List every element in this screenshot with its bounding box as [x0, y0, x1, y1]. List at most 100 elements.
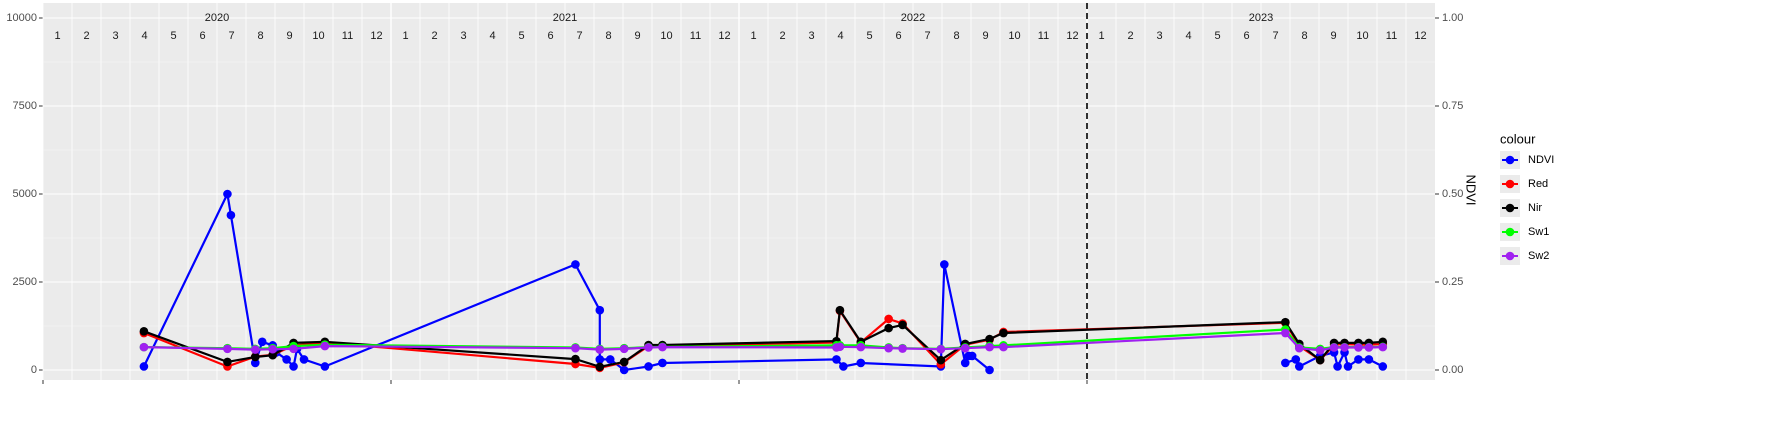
- series-point: [644, 343, 653, 352]
- series-point: [1354, 355, 1363, 364]
- y2-axis-title: NDVI: [1464, 174, 1479, 205]
- series-point: [257, 337, 267, 347]
- legend-title: colour: [1500, 131, 1536, 146]
- series-point: [1315, 355, 1325, 365]
- month-label: 2: [83, 30, 89, 42]
- series-point: [1364, 355, 1374, 364]
- month-label: 8: [953, 30, 959, 42]
- series-point: [223, 357, 232, 367]
- series-point: [1378, 362, 1388, 371]
- series-point: [1315, 345, 1325, 355]
- series-point: [839, 362, 848, 371]
- month-label: 11: [342, 30, 353, 42]
- y-tick-label: 7500: [13, 100, 37, 112]
- series-point: [898, 344, 907, 353]
- series-point: [605, 355, 615, 364]
- series-point: [835, 342, 845, 352]
- series-point: [856, 358, 866, 368]
- series-point: [967, 351, 977, 361]
- series-point: [960, 343, 970, 353]
- month-label: 3: [1156, 30, 1162, 42]
- legend-label: Nir: [1528, 202, 1542, 214]
- month-label: 1: [750, 30, 756, 42]
- month-label: 9: [1330, 30, 1336, 42]
- series-line: [142, 190, 991, 372]
- series-point: [282, 355, 291, 364]
- month-label: 11: [1038, 30, 1049, 42]
- series-point: [595, 345, 605, 354]
- month-label: 1: [54, 30, 60, 42]
- legend-label: Red: [1528, 178, 1548, 190]
- series-point: [658, 358, 667, 368]
- series-point: [1294, 343, 1304, 353]
- month-label: 12: [1066, 30, 1078, 42]
- year-label: 2023: [1249, 12, 1273, 24]
- month-label: 7: [576, 30, 582, 42]
- month-label: 4: [837, 30, 843, 42]
- month-label: 2: [1127, 30, 1133, 42]
- series-point: [1281, 328, 1290, 338]
- legend: NDVI Red Nir Sw1 Sw2: [1500, 151, 1554, 265]
- month-label: 4: [141, 30, 147, 42]
- series-point: [940, 260, 949, 269]
- series-point: [595, 355, 605, 364]
- month-label: 12: [718, 30, 730, 42]
- series-point: [1340, 343, 1349, 352]
- series-point: [960, 358, 970, 368]
- series-point: [571, 260, 580, 269]
- month-label: 2: [779, 30, 785, 42]
- series-point: [856, 342, 866, 352]
- month-label: 7: [924, 30, 930, 42]
- month-label: 6: [199, 30, 205, 42]
- legend-label: Sw1: [1528, 226, 1549, 238]
- month-label: 4: [1185, 30, 1191, 42]
- grid: [39, 3, 1439, 384]
- series-point: [884, 323, 893, 333]
- series-point: [999, 328, 1008, 338]
- series-point: [268, 350, 277, 360]
- month-label: 12: [1414, 30, 1426, 42]
- series-point: [619, 344, 629, 354]
- series-point: [139, 362, 149, 371]
- series-point: [289, 344, 298, 354]
- series-point: [1281, 358, 1290, 368]
- series-point: [898, 320, 907, 330]
- month-label: 8: [257, 30, 263, 42]
- year-label: 2020: [205, 12, 229, 24]
- month-label: 11: [1386, 30, 1397, 42]
- series-point: [1333, 362, 1342, 371]
- month-label: 5: [1214, 30, 1220, 42]
- y-tick-label: 2500: [13, 276, 37, 288]
- series-point: [139, 342, 149, 352]
- series-point: [289, 362, 298, 371]
- series-point: [658, 342, 667, 352]
- series-point: [1343, 362, 1353, 371]
- legend-marker: [1505, 203, 1515, 213]
- series-point: [1364, 343, 1374, 352]
- series-point: [884, 343, 893, 353]
- month-label: 1: [402, 30, 408, 42]
- series-point: [1281, 317, 1290, 327]
- year-label: 2021: [553, 12, 577, 24]
- legend-marker: [1505, 179, 1515, 189]
- month-label: 8: [605, 30, 611, 42]
- series-point: [999, 342, 1008, 352]
- y2-tick-label: 0.75: [1442, 100, 1463, 112]
- series-point: [936, 344, 946, 354]
- series-point: [320, 341, 330, 351]
- month-label: 1: [1098, 30, 1104, 42]
- month-label: 3: [808, 30, 814, 42]
- month-label: 10: [1008, 30, 1020, 42]
- series-point: [223, 344, 232, 354]
- series-point: [595, 305, 605, 315]
- month-label: 3: [112, 30, 118, 42]
- month-label: 9: [634, 30, 640, 42]
- month-label: 9: [982, 30, 988, 42]
- series-point: [268, 344, 277, 354]
- y2-tick-label: 0.50: [1442, 188, 1463, 200]
- y-tick-label: 0: [31, 364, 37, 376]
- series-point: [619, 357, 629, 367]
- legend-label: Sw2: [1528, 250, 1549, 262]
- month-label: 5: [518, 30, 524, 42]
- month-label: 6: [895, 30, 901, 42]
